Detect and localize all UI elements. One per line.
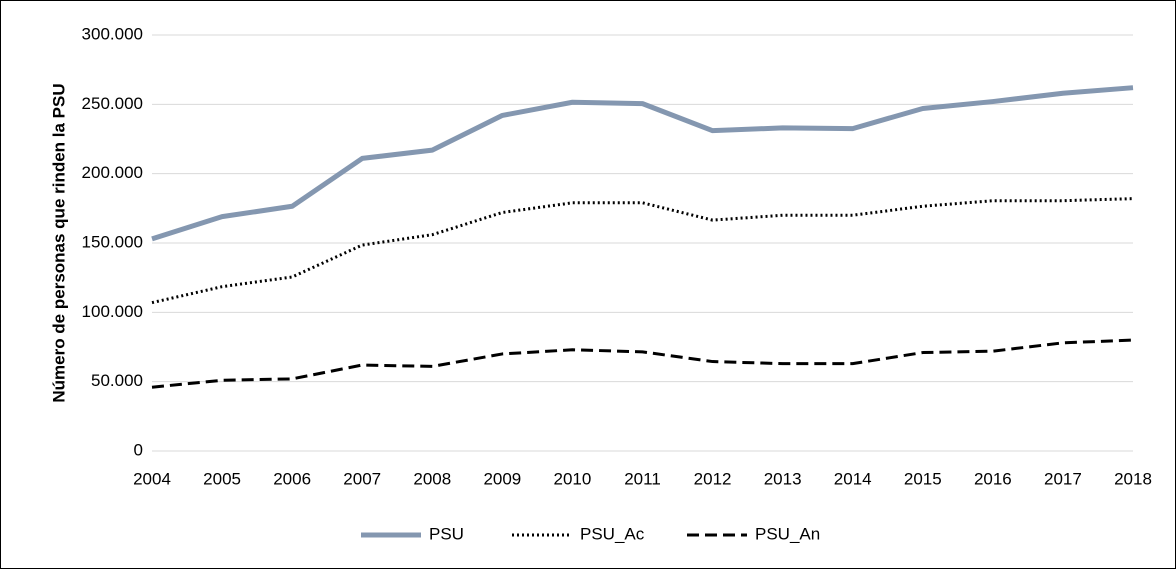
y-tick-label: 250.000 [82, 94, 143, 113]
x-tick-label: 2012 [694, 469, 732, 488]
y-tick-label: 300.000 [82, 24, 143, 43]
x-tick-label: 2005 [203, 469, 241, 488]
series-line [151, 85, 1134, 242]
y-tick-label: 0 [134, 440, 143, 459]
x-tick-label: 2009 [483, 469, 521, 488]
x-tick-label: 2006 [273, 469, 311, 488]
x-tick-label: 2007 [343, 469, 381, 488]
legend-label: PSU_An [755, 524, 820, 543]
x-tick-label: 2014 [834, 469, 872, 488]
series-line [151, 338, 1134, 389]
x-tick-label: 2017 [1044, 469, 1082, 488]
legend-label: PSU_Ac [580, 524, 645, 543]
x-tick-label: 2010 [554, 469, 592, 488]
y-axis-title: Número de personas que rinden la PSU [49, 83, 68, 402]
y-tick-label: 100.000 [82, 302, 143, 321]
y-tick-label: 50.000 [91, 371, 143, 390]
y-tick-label: 200.000 [82, 163, 143, 182]
x-tick-label: 2016 [974, 469, 1012, 488]
legend-label: PSU [429, 524, 464, 543]
y-tick-label: 150.000 [82, 232, 143, 251]
x-tick-label: 2015 [904, 469, 942, 488]
x-tick-label: 2008 [413, 469, 451, 488]
x-tick-label: 2004 [133, 469, 171, 488]
x-tick-label: 2013 [764, 469, 802, 488]
x-tick-label: 2018 [1114, 469, 1152, 488]
x-tick-label: 2011 [624, 469, 661, 488]
